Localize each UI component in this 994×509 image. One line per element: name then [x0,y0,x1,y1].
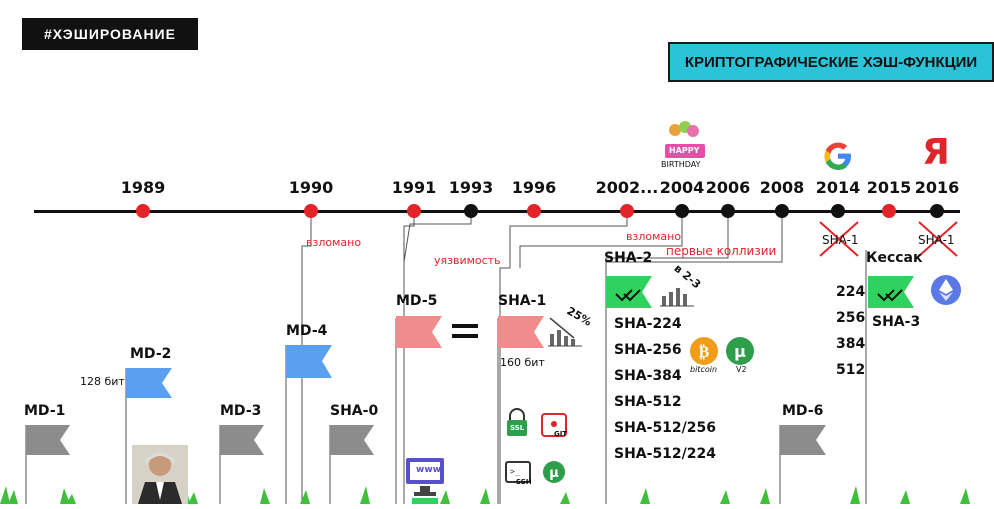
svg-text:₿: ₿ [699,342,710,361]
flag-md3 [220,425,264,455]
year-2015: 2015 [866,178,912,197]
year-2006: 2006 [705,178,751,197]
ssh-terminal-icon: >_ SSH [504,460,534,488]
dot-1993 [464,204,478,218]
svg-text:µ: µ [549,466,559,481]
dot-1996 [527,204,541,218]
label-md3: MD-3 [220,403,262,419]
dot-2015 [882,204,896,218]
year-1991: 1991 [391,178,437,197]
label-sha2: SHA-2 [604,250,653,266]
label-keccak: Кессак [866,250,923,266]
annotation-first-collisions: первые коллизии [666,244,777,258]
list-item: 256 [836,310,866,326]
sha1-crossed-2014: SHA-1 [822,233,859,247]
www-label: www [416,465,441,475]
year-2002: 2002... [595,178,659,197]
label-md4: MD-4 [286,323,328,339]
annotation-broken-md4: взломано [306,236,362,249]
dot-1991 [407,204,421,218]
sha1-crossed-2016: SHA-1 [918,233,955,247]
flag-md2 [126,368,172,398]
bitcoin-icon: ₿ bitcoin [688,336,722,376]
dot-2004 [675,204,689,218]
year-2004: 2004 [659,178,705,197]
page-title: КРИПТОГРАФИЧЕСКИЕ ХЭШ-ФУНКЦИИ [668,42,994,82]
annotation-broken-sha1: взломано [626,230,682,243]
year-2008: 2008 [759,178,805,197]
www-computer-icon: www [404,456,446,504]
flag-md5 [396,316,442,348]
label-md5: MD-5 [396,293,438,309]
ssh-label: SSH [516,478,532,486]
ethereum-icon [930,274,962,311]
year-1996: 1996 [511,178,557,197]
list-item: 384 [836,336,866,352]
label-sha3: SHA-3 [872,314,921,330]
dot-1990 [304,204,318,218]
git-label: GIT [554,430,568,438]
v2-label: V2 [736,365,747,374]
label-md6: MD-6 [782,403,824,419]
svg-text:µ: µ [734,342,746,361]
dot-2002 [620,204,634,218]
label-sha0: SHA-0 [330,403,379,419]
yandex-icon: Я [922,132,950,173]
list-item: SHA-512 [614,394,682,410]
bitcoin-label: bitcoin [690,365,718,374]
list-item: 224 [836,284,866,300]
year-2016: 2016 [914,178,960,197]
label-md1: MD-1 [24,403,66,419]
connector-md5a [403,212,415,504]
ssl-label: SSL [510,424,525,432]
dot-2016 [930,204,944,218]
label-sha1-bits: 160 бит [500,356,545,369]
ssl-lock-icon: SSL [504,408,530,438]
list-item: SHA-512/224 [614,446,717,462]
utorrent-icon: µ V2 [724,336,758,376]
chart-decline-icon: 25% [546,304,594,348]
google-icon [822,140,854,177]
label-md2: MD-2 [130,346,172,362]
sha2-variant-list: SHA-224 SHA-256 SHA-384 SHA-512 SHA-512/… [614,316,734,466]
dot-2006 [721,204,735,218]
list-item: SHA-512/256 [614,420,717,436]
flag-sha0 [330,425,374,455]
year-2014: 2014 [815,178,861,197]
label-sha1: SHA-1 [498,293,547,309]
utorrent-small-icon: µ [542,460,566,489]
flag-md6 [780,425,826,455]
svg-text:>_: >_ [510,467,520,476]
dot-1989 [136,204,150,218]
label-md2-bits: 128 бит [80,375,125,388]
year-1993: 1993 [448,178,494,197]
annotation-vulnerability-md5: уязвимость [434,254,501,267]
dot-2014 [831,204,845,218]
birthday-top-text: HAPPY [669,146,700,155]
git-icon: GIT [540,412,570,440]
year-1989: 1989 [120,178,166,197]
timeline-axis [34,210,960,213]
list-item: SHA-384 [614,368,682,384]
connector-sha1 [499,212,628,504]
portrait-image [132,445,188,504]
birthday-icon: HAPPY BIRTHDAY [655,118,711,172]
connector-sha2b [606,212,783,263]
hashtag-badge: #ХЭШИРОВАНИЕ [22,18,198,50]
chart-growth-icon: в 2-3 [658,262,703,308]
connector-sha1b [519,212,683,268]
flag-sha1 [498,316,544,348]
dot-2008 [775,204,789,218]
flag-md4 [286,345,332,378]
birthday-bottom-text: BIRTHDAY [661,160,701,169]
list-item: SHA-256 [614,342,682,358]
list-item: 512 [836,362,866,378]
sha3-size-list: 224 256 384 512 [836,284,866,384]
year-1990: 1990 [288,178,334,197]
flag-md1 [26,425,70,455]
list-item: SHA-224 [614,316,682,332]
